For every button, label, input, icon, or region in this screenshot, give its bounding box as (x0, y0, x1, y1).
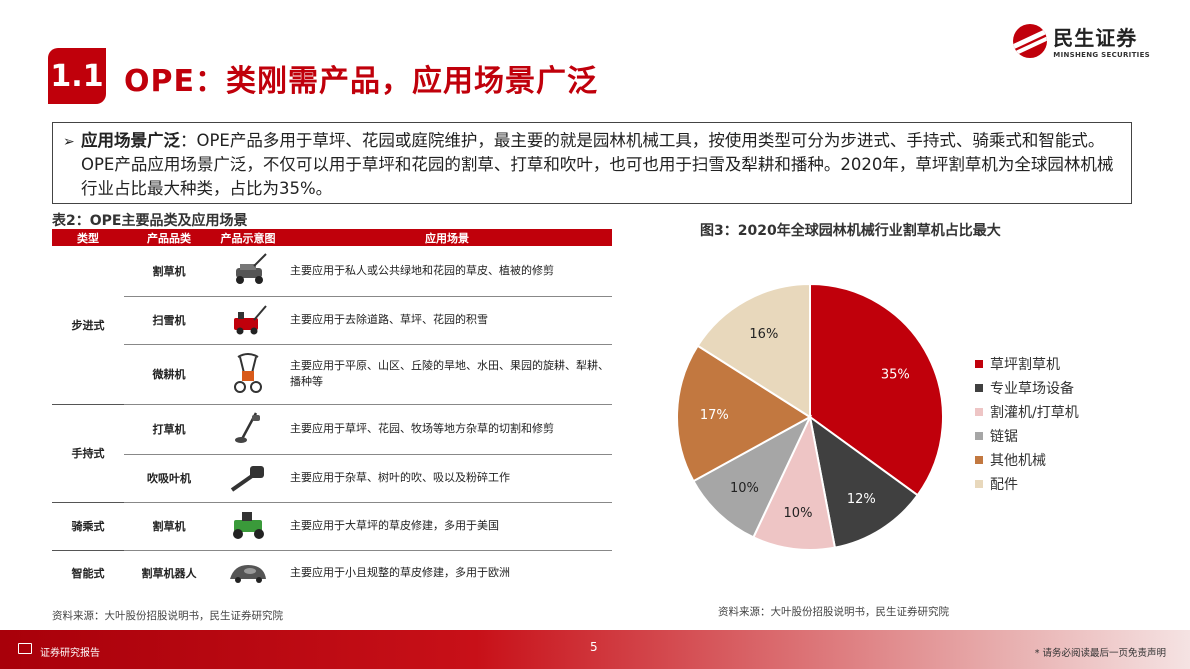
header-image: 产品示意图 (214, 229, 282, 246)
logo-english-name: MINSHENG SECURITIES (1053, 51, 1150, 59)
legend-item: 专业草场设备 (975, 376, 1079, 400)
table-row: 骑乘式 割草机 主要应用于大草坪的草皮修建，多用于美国 (52, 502, 612, 551)
legend-item: 草坪割草机 (975, 352, 1079, 376)
disclaimer: * 请务必阅读最后一页免责声明 (1034, 648, 1166, 659)
pie-slice (692, 414, 813, 539)
pie-slice (696, 282, 811, 419)
lawn-mower-icon (226, 252, 270, 286)
header-application: 应用场景 (282, 229, 612, 246)
arrow-bullet-icon: ➢ (63, 134, 75, 150)
footer-bar: 证券研究报告 5 * 请务必阅读最后一页免责声明 (0, 630, 1190, 669)
summary-lead: 应用场景广泛 (81, 131, 180, 150)
table-source: 资料来源：大叶股份招股说明书，民生证券研究院 (52, 610, 283, 622)
header-product: 产品品类 (124, 229, 214, 246)
type-cell: 骑乘式 (52, 502, 124, 551)
chart-source: 资料来源：大叶股份招股说明书，民生证券研究院 (718, 606, 949, 618)
header-type: 类型 (52, 229, 124, 246)
application-cell: 主要应用于私人或公共绿地和花园的草皮、植被的修剪 (282, 246, 612, 297)
table-caption: 表2：OPE主要品类及应用场景 (52, 213, 248, 229)
table-row: 智能式 割草机器人 主要应用于小且规整的草皮修建，多用于欧洲 (52, 550, 612, 596)
legend-swatch (975, 408, 983, 416)
product-cell: 割草机 (124, 246, 214, 297)
minsheng-logo-icon (1013, 23, 1048, 58)
legend-label: 专业草场设备 (990, 381, 1074, 397)
pie-chart: 35% 12% 10% 10% 17% 16% (676, 282, 944, 551)
company-logo: 民生证券 MINSHENG SECURITIES (1013, 22, 1150, 59)
product-cell: 扫雪机 (124, 296, 214, 345)
summary-box: ➢ 应用场景广泛：OPE产品多用于草坪、花园或庭院维护，最主要的就是园林机械工具… (52, 122, 1132, 204)
pie-slice (809, 282, 944, 497)
application-cell: 主要应用于去除道路、草坪、花园的积雪 (282, 296, 612, 345)
summary-text: ：OPE产品多用于草坪、花园或庭院维护，最主要的就是园林机械工具，按使用类型可分… (81, 131, 1114, 198)
legend-swatch (975, 432, 983, 440)
pie-slice (808, 414, 919, 549)
legend-label: 链锯 (990, 429, 1018, 445)
chart-legend: 草坪割草机 专业草场设备 割灌机/打草机 链锯 其他机械 配件 (975, 352, 1079, 496)
logo-chinese-name: 民生证券 (1053, 26, 1138, 50)
page-title: OPE：类刚需产品，应用场景广泛 (124, 64, 598, 99)
table-header-row: 类型 产品品类 产品示意图 应用场景 (52, 229, 612, 246)
pie-label: 35% (881, 368, 910, 383)
type-cell: 手持式 (52, 404, 124, 503)
table-row: 吹吸叶机 主要应用于杂草、树叶的吹、吸以及粉碎工作 (52, 454, 612, 503)
legend-item: 割灌机/打草机 (975, 400, 1079, 424)
type-cell: 智能式 (71, 567, 105, 581)
product-table: 类型 产品品类 产品示意图 应用场景 步进式 割草机 主要应用于私人或公共绿地和… (52, 229, 612, 596)
pie-label: 10% (730, 481, 759, 496)
pie-label: 10% (784, 506, 813, 521)
application-cell: 主要应用于平原、山区、丘陵的旱地、水田、果园的旋耕、犁耕、播种等 (282, 344, 612, 405)
book-icon (18, 643, 32, 654)
product-cell: 微耕机 (124, 344, 214, 405)
application-cell: 主要应用于小且规整的草皮修建，多用于欧洲 (290, 566, 510, 580)
legend-swatch (975, 480, 983, 488)
table-row: 手持式 打草机 主要应用于草坪、花园、牧场等地方杂草的切割和修剪 (52, 404, 612, 503)
tiller-icon (226, 351, 270, 395)
product-cell: 割草机器人 (141, 567, 197, 581)
product-cell: 打草机 (124, 404, 214, 455)
table-row: 微耕机 主要应用于平原、山区、丘陵的旱地、水田、果园的旋耕、犁耕、播种等 (52, 344, 612, 405)
legend-label: 割灌机/打草机 (990, 405, 1079, 421)
legend-swatch (975, 384, 983, 392)
legend-item: 链锯 (975, 424, 1079, 448)
legend-swatch (975, 360, 983, 368)
product-cell: 吹吸叶机 (124, 454, 214, 503)
section-number-badge: 1.1 (48, 48, 106, 104)
pie-label: 16% (749, 327, 778, 342)
application-cell: 主要应用于草坪、花园、牧场等地方杂草的切割和修剪 (282, 404, 612, 455)
legend-label: 其他机械 (990, 453, 1046, 469)
page-number: 5 (590, 640, 598, 654)
product-cell: 割草机 (124, 502, 214, 551)
legend-label: 草坪割草机 (990, 357, 1060, 373)
pie-label: 12% (847, 492, 876, 507)
type-cell: 步进式 (52, 246, 124, 405)
report-label: 证券研究报告 (40, 648, 100, 659)
legend-swatch (975, 456, 983, 464)
robot-mower-icon (226, 555, 270, 589)
application-cell: 主要应用于杂草、树叶的吹、吸以及粉碎工作 (282, 454, 612, 503)
legend-item: 其他机械 (975, 448, 1079, 472)
legend-label: 配件 (990, 477, 1018, 493)
snow-blower-icon (226, 302, 270, 336)
riding-mower-icon (226, 508, 270, 542)
string-trimmer-icon (226, 411, 270, 445)
legend-item: 配件 (975, 472, 1079, 496)
application-cell: 主要应用于大草坪的草皮修建，多用于美国 (282, 502, 612, 551)
pie-slice (676, 344, 812, 483)
chart-title: 图3：2020年全球园林机械行业割草机占比最大 (700, 223, 1001, 239)
pie-slice (752, 413, 837, 551)
table-row: 步进式 割草机 主要应用于私人或公共绿地和花园的草皮、植被的修剪 (52, 246, 612, 405)
leaf-blower-icon (226, 460, 270, 494)
table-row: 扫雪机 主要应用于去除道路、草坪、花园的积雪 (52, 296, 612, 345)
pie-label: 17% (700, 408, 729, 423)
